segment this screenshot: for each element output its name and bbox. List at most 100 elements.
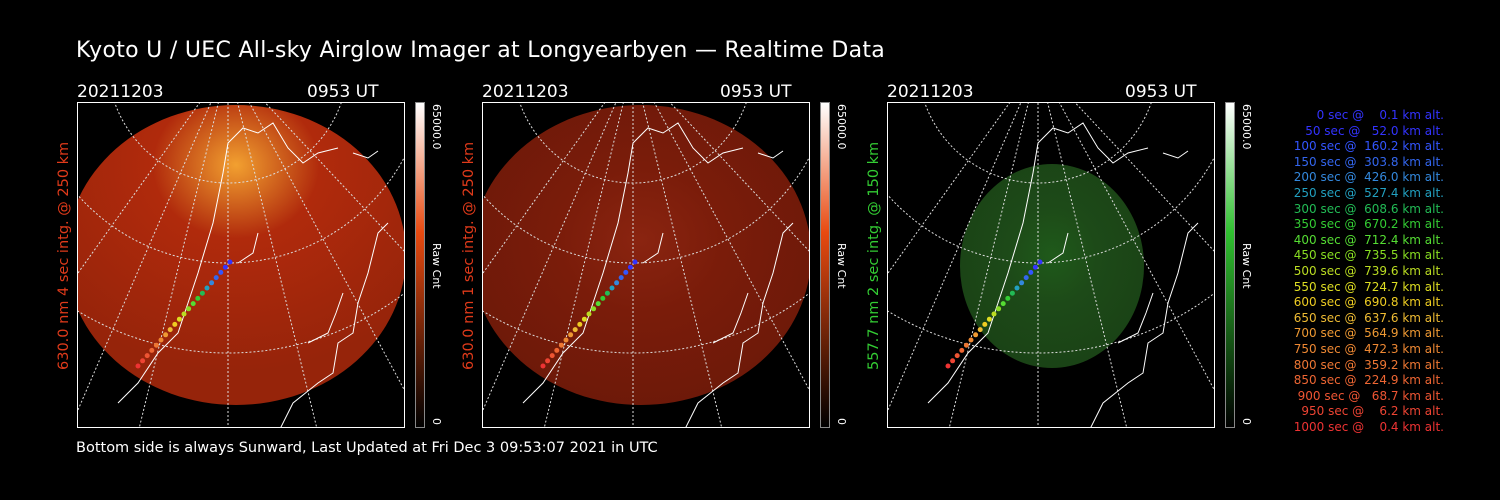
track-point xyxy=(1032,264,1038,270)
track-point xyxy=(554,347,560,353)
panel-2-cbar-min: 0 xyxy=(835,418,848,425)
legend-row: 650 sec @ 637.6 km alt. xyxy=(1289,310,1444,325)
track-point xyxy=(1000,301,1006,307)
track-point xyxy=(227,259,233,265)
panel-1-cbar-unit: Raw Cnt xyxy=(430,243,443,289)
panel-2-time: 0953 UT xyxy=(720,82,792,102)
track-point xyxy=(195,295,201,301)
panel-1-date: 20211203 xyxy=(77,82,164,102)
track-point xyxy=(1005,295,1011,301)
panel-1-cbar-min: 0 xyxy=(430,418,443,425)
track-point xyxy=(968,337,974,343)
track-point xyxy=(176,316,182,322)
latitude-grid xyxy=(78,103,404,427)
track-point xyxy=(163,332,169,338)
track-point xyxy=(1019,280,1025,286)
airglow-region xyxy=(483,105,809,405)
panel-2-ylabel: 630.0 nm 1 sec intg. @ 250 km xyxy=(461,141,477,370)
airglow-region xyxy=(960,164,1144,368)
legend-row: 600 sec @ 690.8 km alt. xyxy=(1289,295,1444,310)
track-point xyxy=(945,363,951,369)
track-point xyxy=(991,311,997,317)
track-point xyxy=(581,316,587,322)
track-point xyxy=(540,363,546,369)
legend-row: 0 sec @ 0.1 km alt. xyxy=(1305,108,1444,122)
panel-3-cbar-unit: Raw Cnt xyxy=(1240,243,1253,289)
track-point xyxy=(627,264,633,270)
track-point xyxy=(144,353,150,359)
track-point xyxy=(595,301,601,307)
track-point xyxy=(609,285,615,291)
track-point xyxy=(950,358,956,364)
panel-3-cbar-min: 0 xyxy=(1240,418,1253,425)
track-point xyxy=(623,269,629,275)
legend-row: 100 sec @ 160.2 km alt. xyxy=(1289,139,1444,154)
track-point xyxy=(158,337,164,343)
track-point xyxy=(572,327,578,333)
panel-2-colorbar xyxy=(820,102,830,428)
panel-3-time: 0953 UT xyxy=(1125,82,1197,102)
track-point xyxy=(973,332,979,338)
track-point xyxy=(614,280,620,286)
track-point xyxy=(577,321,583,327)
sky-map xyxy=(888,103,1214,427)
track-point xyxy=(982,321,988,327)
track-point xyxy=(1023,275,1029,281)
legend-row: 750 sec @ 472.3 km alt. xyxy=(1289,342,1444,356)
coastline xyxy=(522,122,794,427)
legend-row: 850 sec @ 224.9 km alt. xyxy=(1289,373,1444,388)
track-point xyxy=(600,295,606,301)
latitude-grid xyxy=(483,103,809,427)
track-point xyxy=(153,342,159,348)
track-point xyxy=(204,285,210,291)
latitude-grid xyxy=(888,103,1214,427)
panel-2-date: 20211203 xyxy=(482,82,569,102)
panel-2-cbar-max: 65000.0 xyxy=(835,104,848,150)
legend-row: 450 sec @ 735.5 km alt. xyxy=(1289,248,1444,263)
track-point xyxy=(218,269,224,275)
track-point xyxy=(963,342,969,348)
track-point xyxy=(213,275,219,281)
legend-row: 700 sec @ 564.9 km alt. xyxy=(1289,326,1444,341)
track-point xyxy=(568,332,574,338)
panel-1-image xyxy=(77,102,405,428)
legend-row: 500 sec @ 739.6 km alt. xyxy=(1289,264,1444,278)
track-point xyxy=(167,327,173,333)
legend-row: 250 sec @ 527.4 km alt. xyxy=(1289,186,1444,200)
panel-3-cbar-max: 65000.0 xyxy=(1240,104,1253,150)
track-point xyxy=(586,311,592,317)
track-point xyxy=(618,275,624,281)
panel-3-date: 20211203 xyxy=(887,82,974,102)
panel-3-image xyxy=(887,102,1215,428)
legend-row: 550 sec @ 724.7 km alt. xyxy=(1289,279,1444,294)
track-point xyxy=(954,353,960,359)
panel-1-ylabel: 630.0 nm 4 sec intg. @ 250 km xyxy=(56,141,72,370)
legend-row: 50 sec @ 52.0 km alt. xyxy=(1297,123,1444,138)
track-point xyxy=(135,363,141,369)
track-point xyxy=(190,301,196,307)
track-point xyxy=(604,290,610,296)
legend-row: 200 sec @ 426.0 km alt. xyxy=(1289,170,1444,185)
track-point xyxy=(222,264,228,270)
coastline xyxy=(927,122,1199,427)
page-title: Kyoto U / UEC All-sky Airglow Imager at … xyxy=(76,38,886,63)
track-point xyxy=(181,311,187,317)
track-point xyxy=(959,347,965,353)
track-point xyxy=(977,327,983,333)
panel-2-image xyxy=(482,102,810,428)
track-point xyxy=(199,290,205,296)
track-point xyxy=(1014,285,1020,291)
legend-row: 800 sec @ 359.2 km alt. xyxy=(1289,357,1444,372)
track-point xyxy=(1028,269,1034,275)
legend-row: 350 sec @ 670.2 km alt. xyxy=(1289,217,1444,232)
legend-row: 950 sec @ 6.2 km alt. xyxy=(1297,404,1444,419)
sky-map xyxy=(78,103,404,427)
track-point xyxy=(186,306,192,312)
legend-row: 900 sec @ 68.7 km alt. xyxy=(1293,388,1444,403)
coastline xyxy=(117,122,389,427)
legend-row: 150 sec @ 303.8 km alt. xyxy=(1289,154,1444,169)
airglow-region xyxy=(78,105,404,405)
track-point xyxy=(172,321,178,327)
track-point xyxy=(549,353,555,359)
track-point xyxy=(558,342,564,348)
